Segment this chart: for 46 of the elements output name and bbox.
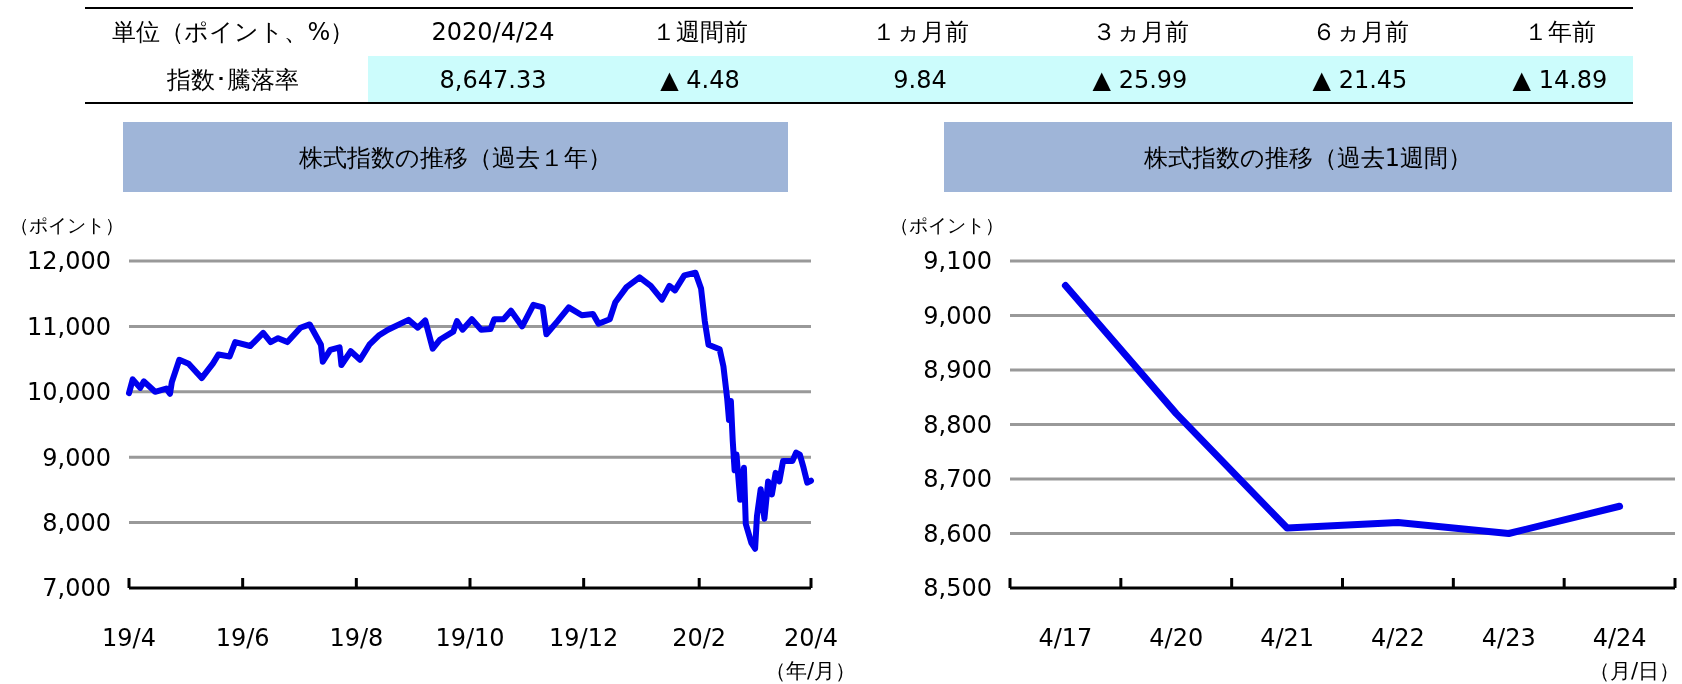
text: 9.84 <box>893 66 947 94</box>
y-tick-label: 7,000 <box>42 574 111 603</box>
y-axis-title: （ポイント） <box>890 214 1004 236</box>
y-tick-label: 8,900 <box>923 356 992 385</box>
x-tick-label: 19/6 <box>215 624 270 652</box>
y-tick-label: 10,000 <box>27 378 111 407</box>
text: ▲ 14.89 <box>1512 66 1608 94</box>
x-tick-label: 4/20 <box>1149 624 1204 652</box>
text: ３ヵ月前 <box>1091 18 1189 46</box>
x-axis-title: （年/月） <box>764 659 856 683</box>
y-tick-label: 9,000 <box>42 443 111 472</box>
y-tick-label: 11,000 <box>27 312 111 341</box>
text: ６ヵ月前 <box>1311 18 1409 46</box>
x-tick-label: 4/17 <box>1038 624 1093 652</box>
x-axis-title: （月/日） <box>1588 659 1680 683</box>
x-tick-label: 19/4 <box>102 624 156 652</box>
text: ▲ 21.45 <box>1312 66 1408 94</box>
y-tick-label: 8,700 <box>923 465 992 494</box>
y-tick-label: 8,500 <box>923 574 992 603</box>
x-tick-label: 4/24 <box>1592 624 1647 652</box>
y-tick-label: 8,000 <box>42 509 111 537</box>
text: 単位（ポイント、%） <box>111 18 355 46</box>
x-tick-label: 20/4 <box>784 624 838 652</box>
x-tick-label: 19/8 <box>329 624 384 652</box>
text: １年前 <box>1524 18 1596 46</box>
text: １週間前 <box>652 18 748 46</box>
text: 指数･騰落率 <box>166 66 299 94</box>
y-tick-label: 12,000 <box>27 247 111 276</box>
chart-title: 株式指数の推移（過去1週間） <box>1142 144 1473 172</box>
y-tick-label: 9,000 <box>923 301 992 330</box>
text: １ヵ月前 <box>871 18 969 46</box>
text: 8,647.33 <box>439 66 547 94</box>
y-tick-label: 9,100 <box>923 247 992 276</box>
x-tick-label: 4/21 <box>1260 624 1315 652</box>
text: 2020/4/24 <box>431 18 555 46</box>
x-tick-label: 4/22 <box>1370 624 1425 652</box>
x-tick-label: 19/10 <box>435 624 505 652</box>
x-tick-label: 19/12 <box>549 624 619 652</box>
y-tick-label: 8,600 <box>923 519 992 548</box>
y-axis-title: （ポイント） <box>10 214 124 236</box>
y-tick-label: 8,800 <box>923 410 992 439</box>
x-tick-label: 20/2 <box>672 624 727 652</box>
text: ▲ 25.99 <box>1092 66 1188 94</box>
chart-title: 株式指数の推移（過去１年） <box>298 144 612 172</box>
text: ▲ 4.48 <box>660 66 740 94</box>
x-tick-label: 4/23 <box>1481 624 1536 652</box>
